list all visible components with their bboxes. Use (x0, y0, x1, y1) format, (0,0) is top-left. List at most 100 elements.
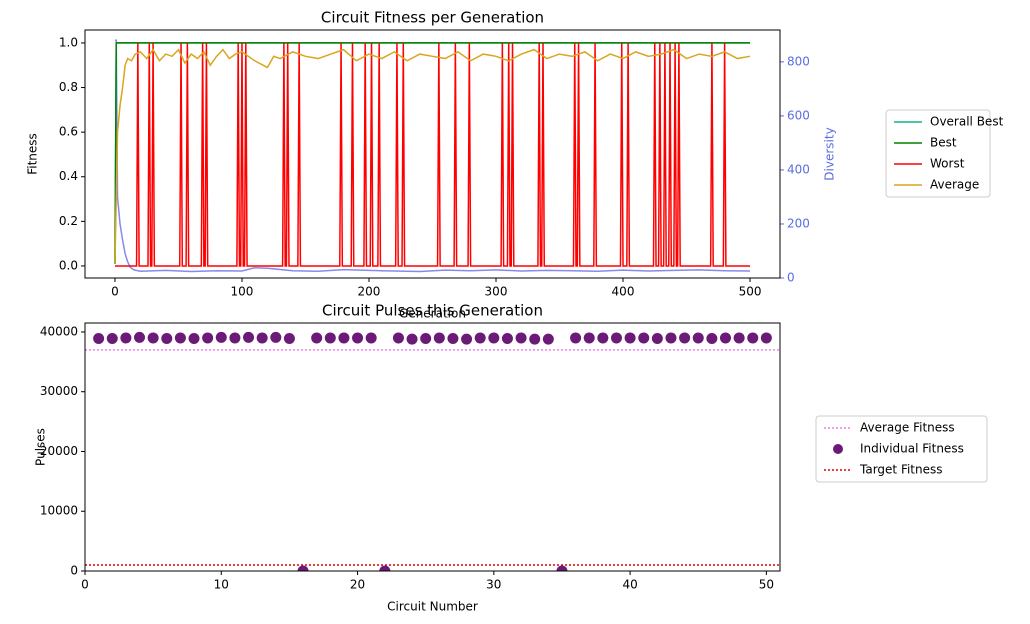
point (324, 332, 336, 344)
point (188, 333, 200, 345)
y-axis-label: Pulses (34, 428, 48, 466)
point (760, 332, 772, 344)
point (392, 332, 404, 344)
point (106, 333, 118, 345)
x-tick-label: 50 (759, 578, 774, 592)
point (134, 331, 146, 343)
point (297, 565, 309, 571)
y2-axis-label: Diversity (823, 127, 837, 180)
point (202, 332, 214, 344)
point (747, 332, 759, 344)
point (733, 332, 745, 344)
legend-label: Average Fitness (860, 421, 955, 435)
y2-tick-label: 600 (787, 108, 810, 122)
point (501, 333, 513, 345)
y-tick-label: 0.4 (59, 169, 78, 183)
axes-frame (84, 322, 781, 572)
x-tick-label: 500 (739, 285, 762, 299)
point (147, 332, 159, 344)
x-tick-label: 100 (231, 285, 254, 299)
point (706, 333, 718, 345)
y2-tick-label: 800 (787, 54, 810, 68)
y-tick-label: 0 (70, 564, 78, 578)
point (570, 332, 582, 344)
y-tick-label: 40000 (40, 324, 78, 338)
point (638, 332, 650, 344)
x-tick-label: 400 (612, 285, 635, 299)
point (256, 332, 268, 344)
legend-label: Best (930, 136, 957, 150)
x-tick-label: 20 (350, 578, 365, 592)
y-tick-label: 30000 (40, 384, 78, 398)
point (243, 331, 255, 343)
y-tick-label: 0.8 (59, 80, 78, 94)
chart-title: Circuit Fitness per Generation (321, 9, 544, 27)
point (406, 333, 418, 345)
legend-marker (833, 444, 843, 454)
x-axis-label: Generation (399, 307, 466, 321)
legend-box (885, 109, 991, 198)
point (379, 565, 391, 571)
x-tick-label: 0 (81, 578, 89, 592)
point (311, 332, 323, 344)
point (610, 332, 622, 344)
axes-frame (84, 29, 781, 279)
point (93, 333, 105, 345)
point (215, 331, 227, 343)
legend-label: Average (930, 178, 979, 192)
point (338, 332, 350, 344)
y-tick-label: 0.0 (59, 258, 78, 272)
y2-tick-label: 400 (787, 162, 810, 176)
y-tick-label: 1.0 (59, 35, 78, 49)
x-tick-label: 30 (486, 578, 501, 592)
point (542, 333, 554, 345)
point (120, 332, 132, 344)
x-tick-label: 300 (485, 285, 508, 299)
point (651, 333, 663, 345)
point (270, 331, 282, 343)
x-tick-label: 200 (358, 285, 381, 299)
point (461, 333, 473, 345)
legend-label: Overall Best (930, 115, 1004, 129)
x-tick-label: 40 (622, 578, 637, 592)
point (474, 332, 486, 344)
x-tick-label: 0 (111, 285, 119, 299)
y-tick-label: 0.2 (59, 214, 78, 228)
y-tick-label: 0.6 (59, 125, 78, 139)
point (583, 332, 595, 344)
y-tick-label: 10000 (40, 504, 78, 518)
point (515, 332, 527, 344)
chart-title: Circuit Pulses this Generation (322, 302, 543, 320)
point (488, 332, 500, 344)
point (529, 333, 541, 345)
series-line (114, 48, 751, 264)
point (420, 333, 432, 345)
point (665, 332, 677, 344)
point (365, 332, 377, 344)
point (447, 333, 459, 345)
y-tick-label: 20000 (40, 444, 78, 458)
point (719, 332, 731, 344)
point (229, 332, 241, 344)
x-tick-label: 10 (214, 578, 229, 592)
legend-label: Target Fitness (859, 463, 943, 477)
legend-box (815, 415, 988, 483)
legend-label: Individual Fitness (860, 442, 964, 456)
point (597, 332, 609, 344)
point (283, 333, 295, 345)
y2-tick-label: 0 (787, 271, 795, 285)
point (174, 332, 186, 344)
series-line (114, 39, 751, 273)
point (352, 332, 364, 344)
point (161, 333, 173, 345)
y-axis-label: Fitness (26, 133, 40, 175)
series-line (114, 42, 751, 267)
legend-label: Worst (930, 157, 965, 171)
point (624, 332, 636, 344)
point (692, 332, 704, 344)
point (679, 332, 691, 344)
point (433, 332, 445, 344)
x-axis-label: Circuit Number (387, 600, 478, 614)
y2-tick-label: 200 (787, 216, 810, 230)
